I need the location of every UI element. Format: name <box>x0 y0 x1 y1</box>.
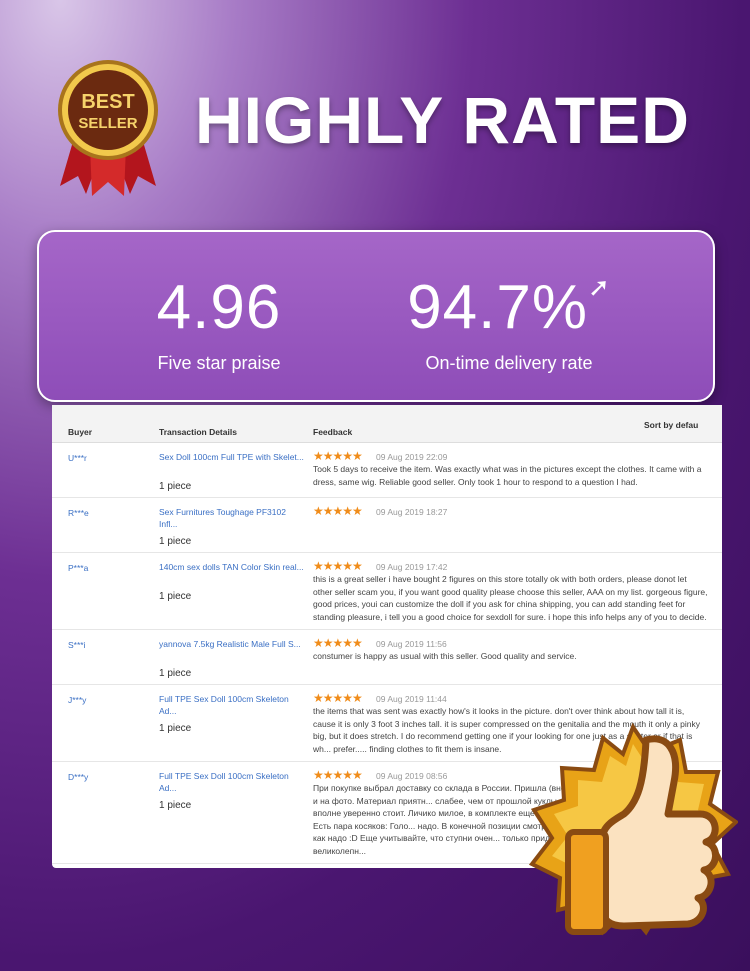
product-link[interactable]: Full TPE Sex Doll 100cm Skeleton Ad... <box>159 694 289 716</box>
feedback-text: constumer is happy as usual with this se… <box>313 651 577 661</box>
buyer-name[interactable]: R***e <box>68 508 89 518</box>
stat-rating: 4.96 Five star praise <box>99 272 339 374</box>
buyer-name[interactable]: S***i <box>68 640 86 650</box>
product-link[interactable]: yannova 7.5kg Realistic Male Full S... <box>159 639 301 649</box>
table-row: U***r Sex Doll 100cm Full TPE with Skele… <box>52 443 722 498</box>
quantity: 1 piece <box>159 800 192 811</box>
quantity: 1 piece <box>159 536 192 547</box>
product-link[interactable]: Sex Doll 100cm Full TPE with Skelet... <box>159 452 304 462</box>
star-rating: ★★★★★ <box>313 768 363 782</box>
quantity: 1 piece <box>159 668 192 679</box>
buyer-name[interactable]: U***r <box>68 453 87 463</box>
product-link[interactable]: Sex Furnitures Toughage PF3102 Infl... <box>159 507 286 529</box>
table-row: J***y Full TPE Sex Doll 100cm Skeleton A… <box>52 685 722 762</box>
table-row: D***y Full TPE Sex Doll 100cm Skeleton A… <box>52 762 722 864</box>
stat-label: On-time delivery rate <box>425 353 593 373</box>
stat-delivery: 94.7%➚ On-time delivery rate <box>389 272 629 374</box>
star-rating: ★★★★★ <box>313 691 363 705</box>
product-link[interactable]: Full TPE Sex Doll 100cm Skeleton Ad... <box>159 771 289 793</box>
col-transaction: Transaction Details <box>159 427 237 437</box>
arrow-up-icon: ➚ <box>588 272 611 302</box>
col-buyer: Buyer <box>68 427 93 437</box>
headline: HIGHLY RATED <box>195 83 690 157</box>
feedback-date: 09 Aug 2019 08:56 <box>376 771 448 781</box>
buyer-name[interactable]: D***y <box>68 772 89 782</box>
badge-text-seller: SELLER <box>78 115 137 132</box>
stats-card: 4.96 Five star praise 94.7%➚ On-time del… <box>37 230 715 402</box>
feedback-text: the items that was sent was exactly how'… <box>313 706 700 754</box>
stat-value: 4.96 <box>156 273 282 342</box>
star-rating: ★★★★★ <box>313 559 363 573</box>
feedback-text: this is a great seller i have bought 2 f… <box>313 574 708 622</box>
feedback-text: Took 5 days to receive the item. Was exa… <box>313 464 702 487</box>
sort-dropdown[interactable]: Sort by defau <box>644 420 699 430</box>
feedback-date: 09 Aug 2019 18:27 <box>376 507 448 517</box>
table-row: P***a 140cm sex dolls TAN Color Skin rea… <box>52 553 722 630</box>
stat-value: 94.7% <box>407 273 588 342</box>
feedback-text: При покупке выбрал доставку со склада в … <box>313 783 708 856</box>
product-link[interactable]: 140cm sex dolls TAN Color Skin real... <box>159 562 304 572</box>
best-seller-medal: BEST SELLER <box>58 60 158 196</box>
buyer-name[interactable]: J***y <box>68 695 87 705</box>
table-header: Buyer Transaction Details Feedback Sort … <box>52 405 722 443</box>
feedback-date: 09 Aug 2019 11:44 <box>376 694 447 704</box>
table-row: R***e Sex Furnitures Toughage PF3102 Inf… <box>52 498 722 553</box>
col-feedback: Feedback <box>313 427 353 437</box>
star-rating: ★★★★★ <box>313 636 363 650</box>
feedback-date: 09 Aug 2019 11:56 <box>376 639 447 649</box>
star-rating: ★★★★★ <box>313 504 363 518</box>
feedback-table: Buyer Transaction Details Feedback Sort … <box>52 405 722 868</box>
badge-text-best: BEST <box>81 91 134 113</box>
table-row: S***i yannova 7.5kg Realistic Male Full … <box>52 630 722 685</box>
quantity: 1 piece <box>159 481 192 492</box>
quantity: 1 piece <box>159 591 192 602</box>
quantity: 1 piece <box>159 723 192 734</box>
buyer-name[interactable]: P***a <box>68 563 89 573</box>
star-rating: ★★★★★ <box>313 449 363 463</box>
thumbs-up-badge <box>528 722 738 936</box>
feedback-date: 09 Aug 2019 17:42 <box>376 562 448 572</box>
feedback-date: 09 Aug 2019 22:09 <box>376 452 448 462</box>
stat-label: Five star praise <box>157 353 281 373</box>
